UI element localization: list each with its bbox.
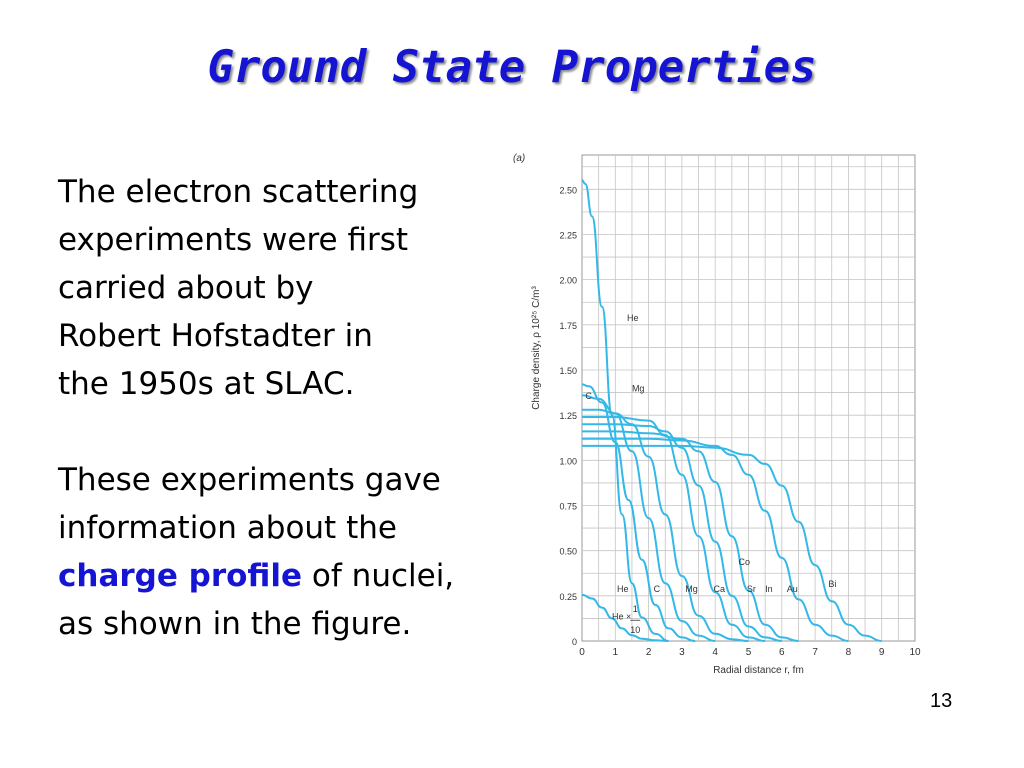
y-axis-label: Charge density, ρ 10²⁵ C/m³ (531, 286, 542, 410)
fraction-numerator: 1 (633, 604, 638, 614)
paragraph-gap (58, 408, 518, 456)
curve-label: Bi (828, 579, 836, 589)
x-tick-label: 2 (646, 647, 652, 658)
x-tick-label: 7 (812, 647, 818, 658)
series-line (582, 416, 766, 642)
y-tick-label: 0.50 (559, 547, 577, 557)
y-tick-label: 2.50 (559, 185, 577, 195)
body-line: carried about by (58, 270, 314, 306)
curve-label: C (654, 584, 661, 594)
y-tick-label: 1.00 (559, 456, 577, 466)
body-text-fragment: of nuclei, (302, 558, 455, 594)
x-axis-label: Radial distance r, fm (713, 665, 804, 676)
curve-label: He (617, 584, 629, 594)
series-line (582, 430, 799, 642)
y-tick-label: 0.25 (559, 592, 577, 602)
curve-label: Au (787, 584, 798, 594)
series-line (581, 383, 696, 642)
body-line: Robert Hofstadter in (58, 318, 373, 354)
body-line-highlight: charge profile of nuclei, (58, 552, 518, 600)
curve-label: Co (739, 557, 751, 567)
x-tick-label: 6 (779, 647, 785, 658)
x-tick-label: 9 (879, 647, 885, 658)
y-tick-label: 1.75 (559, 321, 577, 331)
series-line (581, 394, 716, 642)
x-tick-label: 8 (846, 647, 852, 658)
x-tick-label: 0 (579, 647, 585, 658)
body-line: The electron scattering (58, 174, 419, 210)
series-line (581, 437, 849, 642)
highlighted-term: charge profile (58, 558, 303, 594)
slide-body: The electron scattering experiments were… (58, 168, 518, 648)
x-tick-label: 1 (613, 647, 619, 658)
series-line (582, 408, 749, 642)
x-tick-label: 4 (712, 647, 718, 658)
y-tick-label: 2.25 (559, 230, 577, 240)
panel-label: (a) (513, 153, 525, 164)
body-line: the 1950s at SLAC. (58, 366, 355, 402)
curve-label: He × (612, 611, 631, 621)
x-tick-label: 10 (909, 647, 921, 658)
y-tick-label: 1.25 (559, 411, 577, 421)
body-line: as shown in the figure. (58, 606, 412, 642)
series-line (581, 593, 669, 642)
series-line (582, 423, 782, 642)
curve-label: Mg (685, 584, 698, 594)
body-line: information about the (58, 510, 397, 546)
curve-label: He (627, 313, 639, 323)
body-line: These experiments gave (58, 462, 441, 498)
curve-label: Sr (747, 584, 756, 594)
y-tick-label: 1.50 (559, 366, 577, 376)
y-tick-label: 2.00 (559, 276, 577, 286)
curve-label: Ca (714, 584, 726, 594)
x-tick-label: 5 (746, 647, 752, 658)
curve-label: C (585, 391, 592, 401)
series-line (582, 444, 882, 642)
y-tick-label: 0.75 (559, 501, 577, 511)
slide-title: Ground State Properties (207, 42, 817, 93)
x-tick-label: 3 (679, 647, 685, 658)
fraction-denominator: 10 (630, 625, 640, 635)
page-number: 13 (930, 690, 953, 712)
curve-label: In (765, 584, 773, 594)
body-line: experiments were first (58, 222, 409, 258)
curve-label: Mg (632, 384, 645, 394)
series-line (581, 179, 669, 642)
y-tick-label: 0 (572, 637, 577, 647)
charge-density-chart: 0 1 2 3 4 5 6 7 8 9 10 0 0.25 0.50 0.75 1.00 1.25 1.50 1.7… (513, 153, 921, 676)
